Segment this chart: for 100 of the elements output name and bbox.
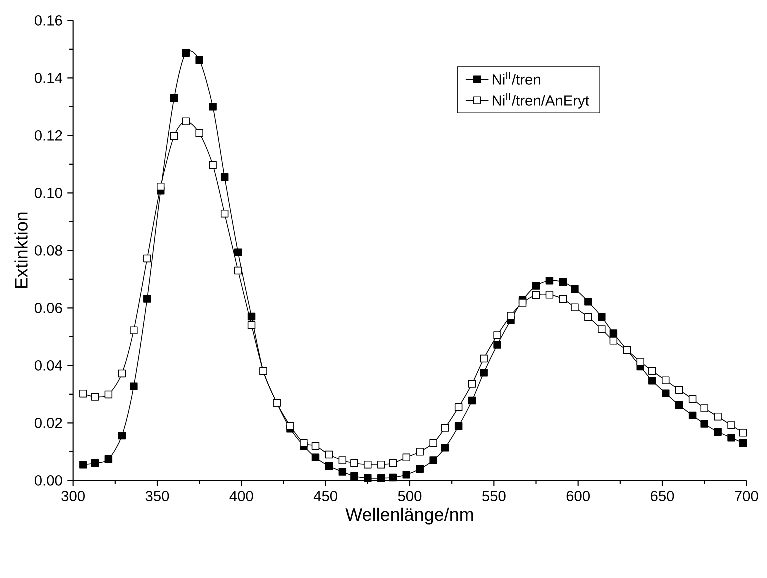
point <box>104 456 113 464</box>
point <box>402 454 411 462</box>
point <box>325 450 334 459</box>
x-tick-label: 650 <box>651 491 674 502</box>
point <box>378 474 386 482</box>
point <box>350 460 358 468</box>
point <box>688 412 697 420</box>
point <box>312 442 320 450</box>
point <box>104 390 113 399</box>
point <box>571 285 579 294</box>
y-tick-label: 0.02 <box>34 418 62 428</box>
y-tick-label: 0.06 <box>34 302 62 314</box>
point <box>714 412 722 421</box>
point <box>378 460 386 469</box>
point <box>91 460 100 468</box>
point <box>700 404 708 412</box>
point <box>675 401 684 410</box>
point <box>170 132 178 140</box>
point <box>144 254 152 263</box>
point <box>688 395 697 404</box>
point <box>700 420 708 428</box>
point <box>584 298 592 306</box>
point <box>675 386 684 394</box>
point <box>130 326 138 334</box>
y-tick-label: 0.14 <box>34 72 62 84</box>
point <box>430 439 438 448</box>
point <box>196 129 204 138</box>
point <box>454 422 463 430</box>
point <box>182 49 190 58</box>
point <box>234 266 242 275</box>
point <box>416 465 424 474</box>
point <box>494 341 502 349</box>
point <box>338 456 347 464</box>
point <box>454 403 463 412</box>
point <box>728 422 736 430</box>
point <box>648 377 656 385</box>
point <box>571 304 579 312</box>
point <box>546 276 554 285</box>
point <box>468 396 476 405</box>
point <box>182 118 190 126</box>
point <box>559 295 568 304</box>
point <box>80 390 88 398</box>
point <box>234 248 242 257</box>
point <box>532 291 540 300</box>
point <box>389 474 398 482</box>
point <box>648 367 656 375</box>
point <box>91 393 100 401</box>
point <box>416 448 424 456</box>
x-tick-label: 400 <box>230 491 254 502</box>
point <box>441 444 450 452</box>
point <box>662 390 670 398</box>
point <box>546 291 554 299</box>
point <box>364 474 372 482</box>
point <box>480 354 488 363</box>
point <box>325 462 334 470</box>
point <box>610 337 618 345</box>
point <box>480 368 488 377</box>
point <box>118 370 126 378</box>
y-axis-title: Extinktion <box>14 212 28 288</box>
point <box>662 376 670 384</box>
point <box>714 428 722 436</box>
y-tick-label: 0.16 <box>34 15 62 26</box>
x-tick-label: 550 <box>482 491 506 502</box>
point <box>248 322 256 330</box>
point <box>494 332 502 340</box>
x-tick-label: 350 <box>146 491 170 502</box>
point <box>598 326 606 334</box>
point <box>170 94 178 102</box>
point <box>209 103 217 111</box>
point <box>220 173 229 182</box>
point <box>130 382 138 391</box>
point <box>220 210 229 218</box>
point <box>518 299 527 307</box>
y-tick-label: 0.10 <box>34 188 62 198</box>
point <box>312 454 320 462</box>
point <box>402 471 411 479</box>
y-tick-label: 0.12 <box>34 130 62 141</box>
point <box>430 456 438 464</box>
point <box>728 434 736 442</box>
point <box>441 424 450 432</box>
point <box>350 472 358 480</box>
point <box>636 358 644 366</box>
point <box>389 460 398 468</box>
y-tick-label: 0.00 <box>34 475 62 486</box>
point <box>209 161 217 170</box>
point <box>80 460 88 469</box>
legend-label: Ni$^{II}$/tren/AnEryt <box>492 93 590 109</box>
point <box>598 313 606 321</box>
point <box>286 422 294 430</box>
x-tick-label: 700 <box>735 491 758 502</box>
point <box>532 282 540 290</box>
point <box>364 460 372 469</box>
x-tick-label: 500 <box>398 491 422 502</box>
x-tick-label: 450 <box>314 491 338 502</box>
point <box>739 439 748 448</box>
y-tick-label: 0.04 <box>34 360 62 371</box>
point <box>559 278 568 286</box>
point <box>338 468 347 476</box>
point <box>196 56 204 64</box>
point <box>468 380 476 388</box>
